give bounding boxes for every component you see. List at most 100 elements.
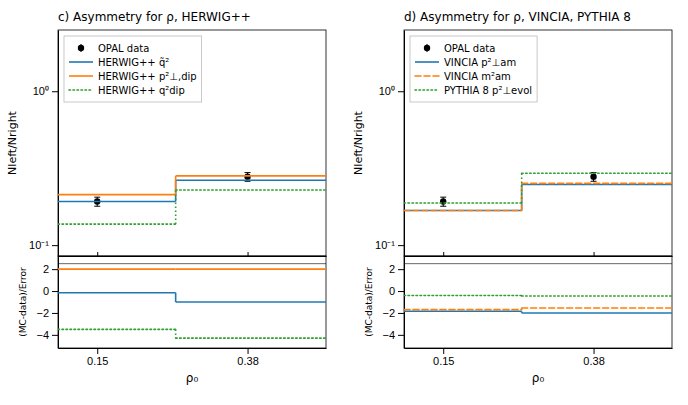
legend: OPAL dataVINCIA p²⊥amVINCIA m²amPYTHIA 8… <box>410 36 537 102</box>
step-segment <box>404 210 522 212</box>
step-riser <box>521 311 523 313</box>
error-cap <box>440 206 446 207</box>
y-axis: 10⁻¹ 10⁰ <box>29 31 58 257</box>
step-segment <box>58 194 176 196</box>
legend-item: VINCIA p²⊥am <box>415 57 516 68</box>
step-segment <box>404 210 522 212</box>
panel: 10⁻¹10⁰OPAL dataHERWIG++ q̃²HERWIG++ p²⊥… <box>6 10 327 257</box>
y-axis-title: (MC-data)/Error <box>364 267 374 337</box>
panel: 0.150.38−4−202ρ₀(MC-data)/Error <box>364 256 673 385</box>
step-line <box>58 190 326 224</box>
y-tick-mark <box>398 91 404 92</box>
step-segment <box>176 175 326 177</box>
chart-title: d) Asymmetry for ρ, VINCIA, PYTHIA 8 <box>404 10 631 24</box>
x-axis-line <box>59 348 327 349</box>
error-cap <box>591 181 597 182</box>
y-axis-line <box>404 31 405 257</box>
legend-label: HERWIG++ p²⊥,dip <box>98 71 197 82</box>
legend-label: VINCIA m²am <box>444 71 511 82</box>
y-tick-mark <box>52 91 58 92</box>
y-tick-label: 10⁰ <box>379 85 395 97</box>
plot-area <box>58 264 326 338</box>
y-tick-mark <box>398 313 404 314</box>
x-tick-mark <box>248 252 249 256</box>
y-tick-label: −4 <box>382 329 395 341</box>
y-tick-label: −2 <box>382 307 395 319</box>
y-axis-title: Nleft/Nright <box>6 110 19 175</box>
legend-label: HERWIG++ q̃² <box>98 57 169 68</box>
legend-handle <box>415 89 439 91</box>
step-segment <box>522 312 672 314</box>
plot-area <box>404 264 672 313</box>
legend-item: HERWIG++ q²dip <box>69 85 185 96</box>
y-axis-title: (MC-data)/Error <box>18 267 28 337</box>
legend-label: VINCIA p²⊥am <box>444 57 516 68</box>
step-segment <box>58 201 176 203</box>
y-axis: −4 −2 0 2 <box>36 257 58 349</box>
panel: 10⁻¹10⁰OPAL dataVINCIA p²⊥amVINCIA m²amP… <box>352 10 673 257</box>
step-line <box>58 269 326 270</box>
step-line <box>404 173 672 203</box>
step-riser <box>521 183 523 210</box>
step-line <box>58 293 326 302</box>
legend-item: HERWIG++ p²⊥,dip <box>69 71 197 82</box>
y-tick: 0 <box>389 285 404 297</box>
x-axis: 0.150.38 <box>405 348 673 367</box>
legend-label: OPAL data <box>444 43 495 54</box>
x-axis: 0.150.38 <box>59 348 327 367</box>
step-segment <box>58 329 176 331</box>
error-cap <box>94 197 100 198</box>
data-point <box>244 174 250 180</box>
plot-area <box>58 173 326 224</box>
x-tick: 0.15 <box>87 348 108 367</box>
chart-root: 10⁻¹ 10⁰ OPAL data HERWIG++ q̃² HERWIG++ p²⊥… <box>0 0 688 405</box>
legend-label: HERWIG++ q²dip <box>98 85 185 96</box>
y-axis: 10⁻¹ 10⁰ <box>375 31 404 257</box>
step-segment <box>58 292 176 294</box>
y-axis-line <box>58 31 59 257</box>
step-segment <box>176 301 326 303</box>
step-line <box>404 308 672 310</box>
step-riser <box>175 190 177 224</box>
step-segment <box>176 179 326 181</box>
y-tick-label: 10⁻¹ <box>29 239 49 251</box>
y-tick-mark <box>52 291 58 292</box>
step-segment <box>522 295 672 297</box>
y-tick: 10⁰ <box>33 85 58 97</box>
x-tick: 0.38 <box>583 348 604 367</box>
legend-handle <box>69 75 93 77</box>
x-tick-label: 0.38 <box>583 355 604 367</box>
y-tick: 0 <box>43 285 58 297</box>
y-tick: −4 <box>382 329 404 341</box>
y-axis: −4−202 <box>382 257 404 349</box>
data-point <box>590 174 596 180</box>
plot-frame <box>404 256 672 348</box>
legend-item: VINCIA m²am <box>415 71 511 82</box>
plot-frame <box>404 30 672 256</box>
y-tick: 10⁰ <box>379 85 404 97</box>
y-tick: 2 <box>43 263 58 275</box>
step-segment <box>404 309 522 311</box>
legend-handle <box>424 45 430 51</box>
step-segment <box>404 295 522 297</box>
legend-handle <box>415 75 439 77</box>
x-tick <box>248 252 249 256</box>
y-tick-label: 10⁻¹ <box>375 239 395 251</box>
step-segment <box>522 184 672 186</box>
x-tick <box>443 252 444 256</box>
y-tick-label: −4 <box>36 329 49 341</box>
step-riser <box>521 173 523 203</box>
y-tick: −2 <box>36 307 58 319</box>
y-tick-mark <box>52 245 58 246</box>
step-line <box>58 180 326 201</box>
step-line <box>58 329 326 338</box>
chart-title: c) Asymmetry for ρ, HERWIG++ <box>58 10 251 24</box>
data-point <box>440 198 446 204</box>
y-tick-mark <box>398 269 404 270</box>
x-axis-title: ρ₀ <box>186 371 199 385</box>
legend: OPAL dataHERWIG++ q̃²HERWIG++ p²⊥,dipHER… <box>64 36 202 102</box>
x-axis-title: ρ₀ <box>532 371 545 385</box>
step-segment <box>176 189 326 191</box>
x-tick-mark <box>97 348 98 354</box>
y-tick-label: 0 <box>43 285 49 297</box>
